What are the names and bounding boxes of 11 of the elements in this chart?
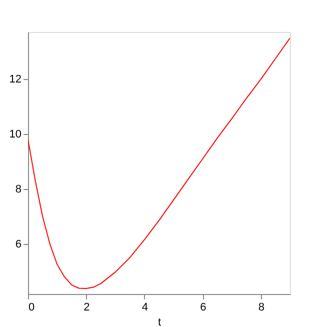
x-tick-label: 0	[28, 302, 35, 314]
x-tick-label: 4	[142, 302, 148, 314]
line-series	[28, 38, 290, 290]
x-tick-label: 8	[258, 302, 264, 314]
x-axis-title: t	[158, 316, 162, 327]
y-tick-label: 6	[15, 238, 22, 250]
y-tick-label: 12	[9, 74, 22, 86]
y-tick-label: 8	[15, 183, 22, 196]
x-tick-label: 2	[84, 302, 90, 314]
y-tick-label: 10	[9, 128, 22, 141]
x-tick-label: 6	[200, 302, 206, 314]
